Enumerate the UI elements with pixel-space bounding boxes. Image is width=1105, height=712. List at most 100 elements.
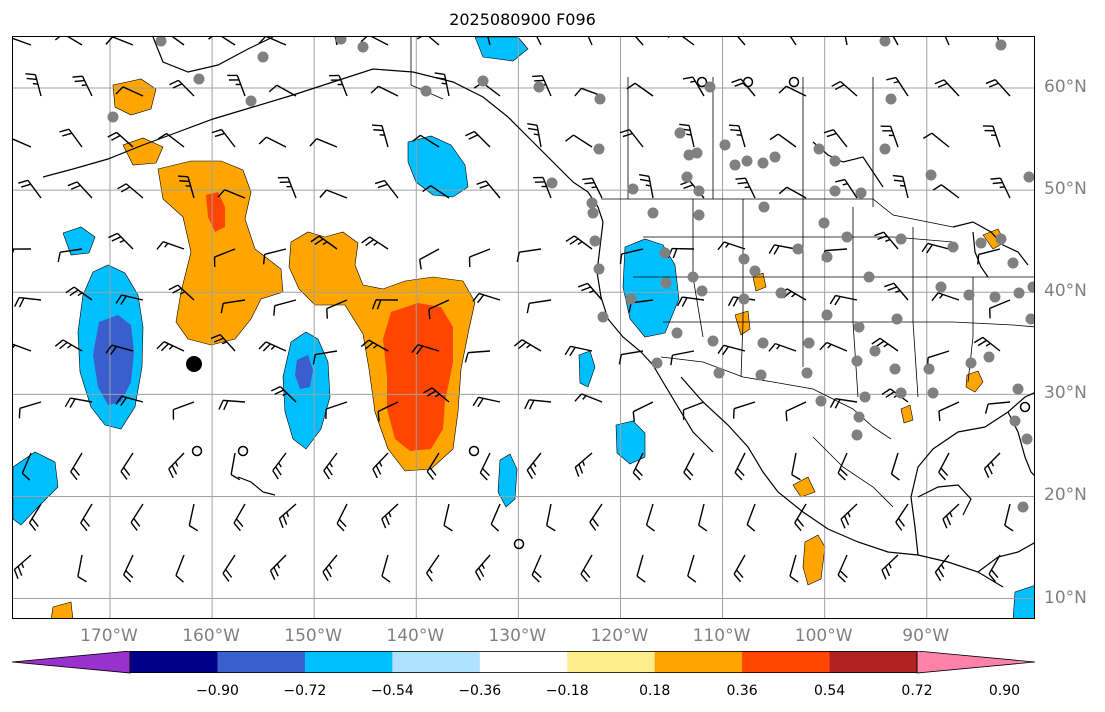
wind-barb	[942, 503, 960, 529]
station-dot	[647, 207, 659, 219]
wind-barb	[565, 134, 593, 148]
wind-barb	[982, 125, 1001, 148]
wind-barb	[474, 554, 491, 581]
wind-barb	[778, 186, 807, 199]
station-dot	[813, 143, 825, 155]
wind-barb	[323, 452, 338, 480]
station-dot	[589, 235, 601, 247]
wind-barb	[938, 452, 950, 481]
wind-barb	[13, 248, 32, 254]
wind-barb	[70, 452, 83, 481]
colorbar-segment-4	[392, 651, 481, 673]
wind-barb	[312, 350, 338, 365]
calm-circle	[237, 445, 249, 457]
wind-barb	[565, 235, 593, 250]
lon-label-0: 170°W	[80, 626, 138, 646]
wind-barb	[890, 452, 900, 481]
wind-barb	[536, 37, 542, 46]
wind-barb	[336, 503, 348, 532]
map-canvas	[13, 37, 1034, 618]
station-dot	[713, 367, 725, 379]
contour-blue-150w	[282, 331, 331, 450]
filled-contours	[13, 37, 1034, 618]
lon-label-5: 120°W	[590, 626, 649, 646]
contour-blue-25n-130w	[497, 453, 518, 508]
wind-barb	[667, 37, 695, 46]
coastline-hawaii	[237, 476, 276, 496]
coastline-baja	[652, 364, 714, 453]
station-dot	[841, 231, 853, 243]
station-dot	[245, 95, 257, 107]
wind-barb	[922, 132, 950, 148]
wind-barb	[188, 503, 199, 532]
station-dot	[738, 293, 750, 305]
wind-barb	[319, 189, 348, 199]
wind-barb	[626, 82, 654, 97]
wind-barb	[208, 37, 236, 46]
station-dot	[587, 207, 599, 219]
lat-label-1: 50°N	[1044, 179, 1087, 200]
station-dot	[801, 367, 813, 379]
lon-label-6: 110°W	[692, 626, 751, 646]
wind-barb	[381, 554, 391, 583]
border-alaska-canada	[410, 37, 444, 100]
station-dot	[821, 309, 833, 321]
wind-barb	[220, 299, 246, 314]
wind-barb	[778, 85, 807, 97]
wind-barb	[829, 294, 858, 306]
wind-barb	[837, 452, 848, 481]
station-dot	[593, 143, 605, 155]
wind-barb	[768, 244, 797, 255]
station-dot	[1007, 257, 1019, 269]
colorbar-segment-8	[742, 651, 831, 673]
station-dot	[533, 81, 545, 93]
station-dot	[863, 271, 875, 283]
station-dot	[757, 337, 769, 349]
wind-barb	[472, 292, 501, 304]
wind-barb	[545, 503, 556, 532]
wind-barb	[108, 232, 134, 250]
wind-barb	[639, 174, 654, 199]
wind-barb	[934, 79, 960, 97]
map-panel[interactable]	[12, 36, 1035, 619]
wind-barb	[277, 176, 297, 199]
wind-barb	[360, 37, 389, 46]
station-dot	[947, 241, 959, 253]
wind-barb	[372, 124, 389, 148]
colorbar-tick-label-9: 0.90	[988, 683, 1021, 699]
wind-barb	[168, 452, 185, 479]
station-dot	[927, 387, 939, 399]
coastline-gulf	[910, 392, 1034, 556]
wind-barb	[984, 401, 1011, 414]
coastline-mexico-west	[680, 376, 1004, 588]
lat-label-4: 20°N	[1044, 485, 1087, 506]
wind-barb	[737, 37, 746, 46]
station-dot	[1021, 433, 1033, 445]
wind-barb	[80, 503, 93, 532]
station-dot	[107, 111, 119, 123]
wind-barb	[54, 339, 83, 352]
station-dot	[674, 127, 686, 139]
wind-barb	[217, 189, 246, 199]
wind-barb	[57, 248, 83, 263]
wind-barb	[65, 286, 93, 301]
station-dot	[693, 185, 705, 197]
wind-barb	[222, 554, 236, 582]
calm-circle	[191, 445, 203, 457]
lon-label-4: 130°W	[488, 626, 547, 646]
wind-barb	[619, 248, 644, 265]
wind-barb	[120, 452, 134, 480]
contour-blue-125w-33n	[578, 350, 596, 388]
wind-barb	[578, 282, 603, 301]
wind-barb	[881, 554, 899, 580]
wind-barb	[210, 334, 236, 352]
station-dot	[704, 81, 716, 93]
wind-barb	[589, 503, 603, 531]
station-dot	[707, 335, 719, 347]
wind-barb	[105, 37, 134, 46]
contour-blue-gulf-alaska	[407, 135, 469, 198]
colorbar-tick-label-8: 0.72	[901, 683, 933, 699]
colorbar-segment-6	[567, 651, 656, 673]
wind-barb	[789, 554, 799, 583]
station-dot	[738, 253, 750, 265]
